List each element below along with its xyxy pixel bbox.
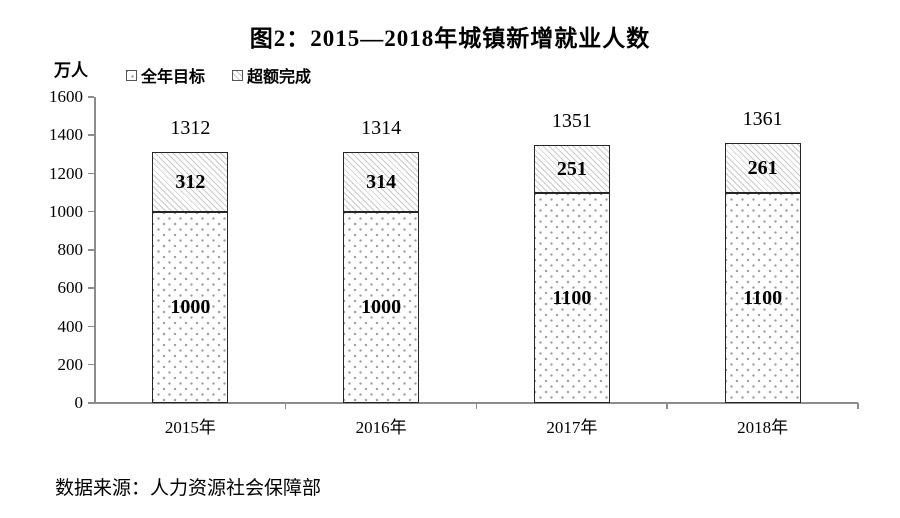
total-value-label: 1351	[551, 109, 592, 132]
x-category-label: 2015年	[164, 418, 216, 437]
y-tick-label: 800	[57, 240, 84, 259]
y-tick-label: 1600	[49, 87, 83, 106]
y-axis-unit-label: 万人	[54, 61, 88, 80]
segment-value-label: 1100	[552, 286, 592, 309]
y-tick-mark	[88, 134, 94, 136]
legend-swatch-hatch-icon	[232, 69, 244, 81]
segment-value-label: 1000	[170, 296, 211, 319]
y-tick-mark	[88, 325, 94, 327]
y-tick-label: 600	[57, 278, 84, 298]
segment-value-label: 1000	[361, 296, 402, 319]
segment-value-label: 312	[175, 170, 206, 193]
y-tick-mark	[88, 96, 94, 98]
x-tick-mark	[666, 403, 668, 409]
x-tick-mark	[475, 403, 477, 409]
y-tick-mark	[88, 210, 94, 213]
x-tick-mark	[857, 403, 859, 409]
segment-value-label: 1100	[743, 286, 783, 309]
y-tick-mark	[88, 249, 94, 251]
x-category-label: 2016年	[355, 418, 407, 437]
y-tick-label: 0	[74, 393, 84, 412]
y-tick-label: 200	[57, 354, 84, 374]
bar-segment-annual-target	[343, 211, 420, 403]
x-category-label: 2017年	[546, 418, 598, 437]
segment-value-label: 261	[747, 156, 778, 179]
y-tick-label: 1000	[49, 201, 83, 221]
legend-item-annual-target: 全年目标	[126, 63, 205, 87]
legend: 全年目标 超额完成	[126, 63, 311, 87]
legend-swatch-dots-icon	[126, 69, 137, 81]
legend-label-exceeded: 超额完成	[247, 69, 312, 86]
total-value-label: 1361	[742, 107, 783, 130]
bar-segment-exceeded	[152, 152, 229, 212]
total-value-label: 1314	[361, 116, 402, 139]
segment-value-label: 251	[556, 157, 587, 180]
total-value-label: 1312	[170, 117, 211, 140]
bar-segment-annual-target	[152, 211, 229, 403]
legend-label-annual-target: 全年目标	[141, 69, 206, 86]
segment-value-label: 314	[366, 170, 397, 193]
y-axis-line	[94, 97, 96, 403]
bar-segment-annual-target	[533, 192, 610, 403]
y-tick-label: 1400	[49, 125, 83, 145]
x-axis-line	[88, 402, 858, 404]
y-tick-mark	[88, 172, 94, 174]
chart-title: 图2：2015—2018年城镇新增就业人数	[249, 26, 651, 51]
y-tick-mark	[88, 287, 94, 289]
data-source-note: 数据来源：人力资源社会保障部	[55, 478, 322, 499]
y-tick-label: 1200	[49, 163, 83, 183]
bar-segment-exceeded	[343, 151, 420, 212]
bar-segment-annual-target	[724, 192, 801, 403]
x-category-label: 2018年	[737, 418, 789, 437]
y-tick-mark	[88, 363, 94, 366]
y-tick-label: 400	[57, 316, 84, 336]
bar-segment-exceeded	[724, 142, 801, 193]
legend-item-exceeded: 超额完成	[232, 63, 311, 87]
y-tick-mark	[88, 402, 94, 404]
x-tick-mark	[284, 403, 287, 409]
bar-segment-exceeded	[533, 144, 610, 193]
